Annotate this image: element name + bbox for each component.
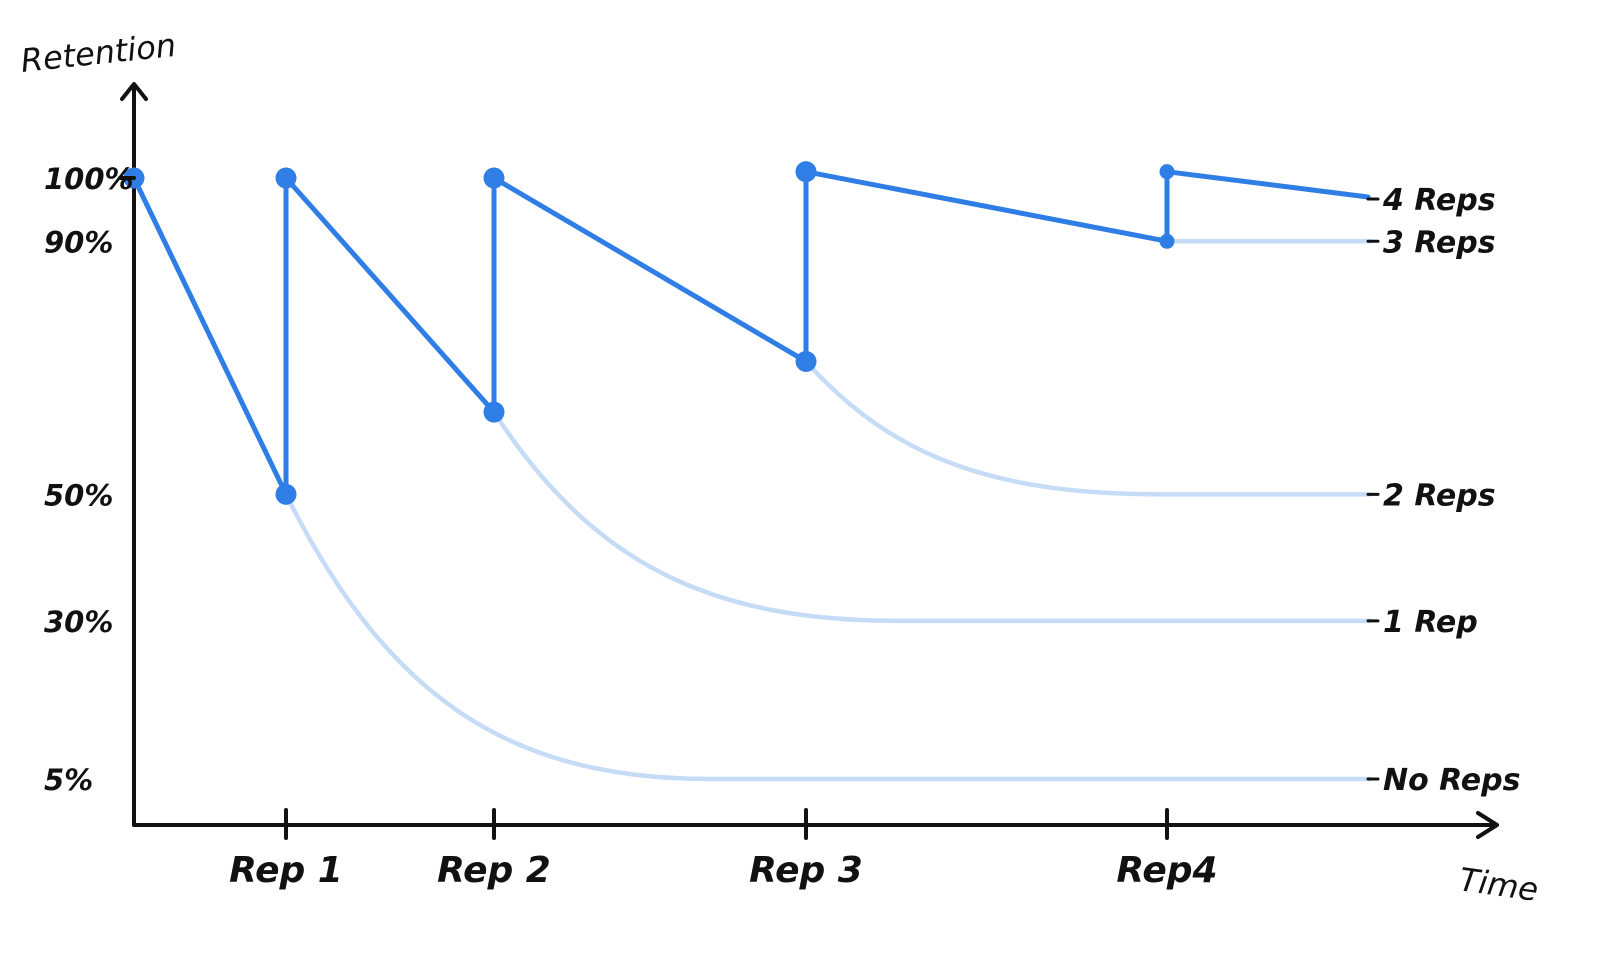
x-tick-label: Rep 3 [749, 850, 863, 891]
x-tick-label: Rep 2 [437, 850, 551, 891]
y-tick-label: 90% [44, 225, 113, 259]
x-tick-label: Rep4 [1116, 850, 1217, 891]
data-point [275, 167, 297, 189]
y-axis-arrowhead [120, 82, 148, 101]
x-axis-arrowhead [1476, 811, 1499, 839]
x-axis-title: Time [1457, 860, 1541, 909]
forgetting-curves [283, 239, 1373, 782]
data-point [483, 401, 505, 423]
y-tick-label: 100% [44, 162, 134, 196]
review-path [123, 161, 1371, 505]
y-axis-title: Retention [19, 26, 178, 80]
data-point [483, 167, 505, 189]
data-point [795, 161, 817, 183]
series-label: 3 Reps [1383, 225, 1496, 260]
curve-1-rep [491, 409, 1373, 624]
series-label: 4 Reps [1382, 183, 1496, 218]
data-point [275, 483, 297, 505]
series-label: No Reps [1383, 763, 1520, 798]
y-tick-label: 30% [44, 605, 113, 639]
data-point [1159, 233, 1175, 249]
curve-no-reps [283, 492, 1373, 782]
y-tick-label: 50% [44, 478, 113, 512]
review-path-line [131, 169, 1371, 497]
series-label: 2 Reps [1383, 478, 1496, 513]
data-point [795, 350, 817, 372]
series-label: 1 Rep [1383, 605, 1478, 640]
axes: Retention Time [19, 26, 1541, 909]
y-tick-label: 5% [44, 763, 93, 797]
series-labels: No Reps 1 Rep 2 Reps 3 Reps 4 Reps [1366, 183, 1520, 798]
curve-2-reps [803, 359, 1373, 497]
data-point [1159, 164, 1175, 180]
tick-labels: 100% 90% 50% 30% 5% Rep 1 Rep 2 Rep 3 Rep4 [44, 162, 1218, 891]
x-tick-label: Rep 1 [229, 850, 343, 891]
